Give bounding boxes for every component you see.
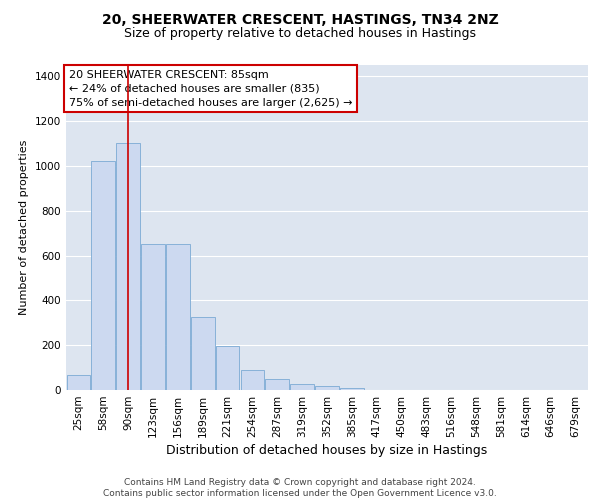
- Bar: [116, 144, 140, 390]
- X-axis label: Distribution of detached houses by size in Hastings: Distribution of detached houses by size …: [166, 444, 488, 457]
- Bar: [191, 317, 215, 390]
- Text: Size of property relative to detached houses in Hastings: Size of property relative to detached ho…: [124, 28, 476, 40]
- Bar: [265, 379, 289, 390]
- Bar: [166, 244, 190, 390]
- Bar: [216, 346, 239, 390]
- Text: 20, SHEERWATER CRESCENT, HASTINGS, TN34 2NZ: 20, SHEERWATER CRESCENT, HASTINGS, TN34 …: [101, 12, 499, 26]
- Bar: [141, 244, 165, 390]
- Bar: [340, 388, 364, 390]
- Bar: [290, 384, 314, 390]
- Bar: [67, 376, 90, 390]
- Y-axis label: Number of detached properties: Number of detached properties: [19, 140, 29, 315]
- Bar: [91, 162, 115, 390]
- Text: Contains HM Land Registry data © Crown copyright and database right 2024.
Contai: Contains HM Land Registry data © Crown c…: [103, 478, 497, 498]
- Bar: [241, 370, 264, 390]
- Bar: [315, 386, 339, 390]
- Text: 20 SHEERWATER CRESCENT: 85sqm
← 24% of detached houses are smaller (835)
75% of : 20 SHEERWATER CRESCENT: 85sqm ← 24% of d…: [68, 70, 352, 108]
